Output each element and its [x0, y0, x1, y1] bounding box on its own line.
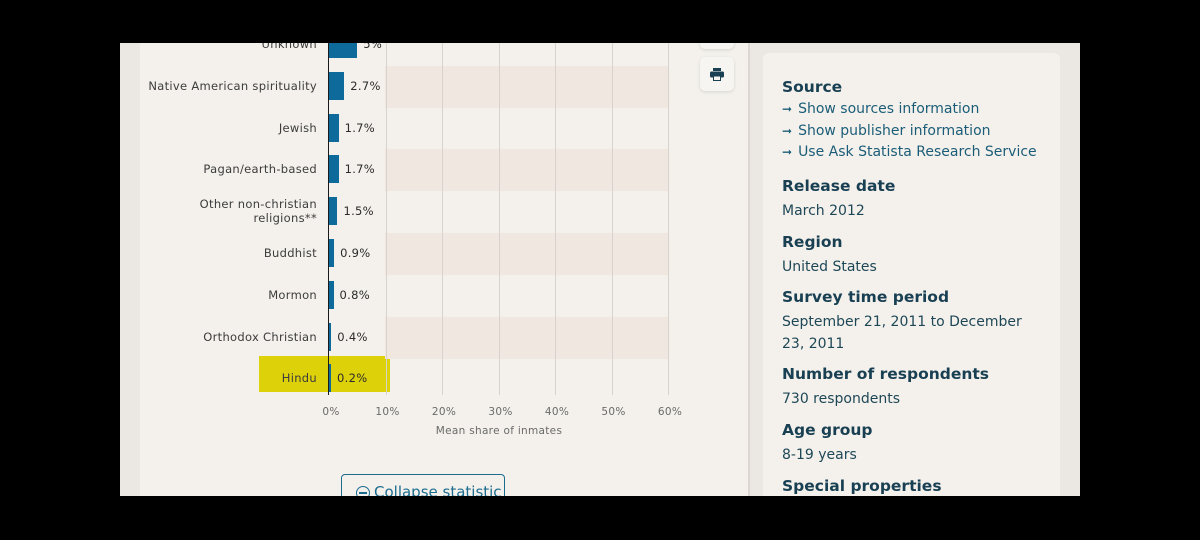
category-label: Orthodox Christian: [203, 329, 317, 344]
survey-period-value: September 21, 2011 to December 23, 2011: [782, 314, 1022, 352]
x-tick-label: 10%: [375, 406, 400, 418]
row-band: [385, 233, 669, 275]
arrow-right-icon: ➞: [782, 102, 793, 116]
region-value: United States: [782, 259, 877, 275]
grid-line: [668, 43, 669, 395]
printer-icon: [710, 67, 724, 81]
bar-chart: Mean share of inmates 0% 10% 20% 30% 40% 50% 6…: [120, 43, 1080, 496]
survey-period-section: Survey time period September 21, 2011 to…: [782, 287, 1032, 355]
value-label: 2.7%: [350, 78, 381, 93]
row-band: [385, 149, 669, 192]
special-properties-section: Special properties: [782, 476, 1042, 496]
age-group-value: 8-19 years: [782, 447, 857, 463]
survey-period-title: Survey time period: [782, 288, 950, 306]
category-label: Other non-christian religions**: [199, 197, 317, 226]
release-date-value: March 2012: [782, 203, 865, 219]
value-label: 1.5%: [343, 204, 374, 219]
bar-mormon[interactable]: [329, 280, 334, 309]
page: Mean share of inmates 0% 10% 20% 30% 40% 50% 6…: [120, 43, 1080, 496]
value-label: 1.7%: [344, 162, 376, 177]
category-label: Unknown: [261, 43, 317, 51]
age-group-title: Age group: [782, 421, 873, 439]
source-section: Source ➞ Show sources information ➞ Show p…: [782, 77, 1042, 164]
bar-jewish[interactable]: [329, 113, 339, 142]
x-tick-label: 0%: [322, 406, 340, 418]
x-tick-label: 20%: [431, 406, 457, 418]
info-panel: [763, 53, 1060, 496]
x-tick-label: 40%: [544, 406, 570, 418]
value-label: 0.4%: [337, 329, 368, 344]
arrow-right-icon: ➞: [782, 123, 793, 138]
value-label: 0.8%: [339, 287, 370, 302]
special-properties-title: Special properties: [782, 477, 942, 495]
category-label: Jewish: [278, 120, 317, 135]
show-sources-link[interactable]: ➞ Show sources information: [782, 99, 1042, 121]
highlight-marker: [259, 356, 390, 392]
release-date-title: Release date: [782, 177, 896, 195]
zero-axis: [328, 43, 329, 395]
show-sources-label: Show sources information: [798, 101, 980, 117]
bar-native-american-spirituality[interactable]: [329, 71, 345, 100]
value-label: 5%: [363, 43, 383, 51]
age-group-section: Age group 8-19 years: [782, 420, 1042, 466]
category-label: Native American spirituality: [148, 78, 317, 93]
ask-statista-label: Use Ask Statista Research Service: [798, 144, 1037, 160]
category-label: Pagan/earth-based: [203, 162, 317, 177]
bar-buddhist[interactable]: [329, 238, 335, 267]
bar-pagan-earth-based[interactable]: [329, 155, 339, 184]
bar-orthodox-christian[interactable]: [329, 322, 332, 351]
collapse-statistic-button[interactable]: Collapse statistic: [341, 474, 505, 496]
region-title: Region: [782, 233, 843, 251]
arrow-right-icon: ➞: [782, 145, 793, 159]
show-publisher-label: Show publisher information: [798, 122, 991, 139]
grid-line: [555, 43, 556, 395]
region-section: Region United States: [782, 232, 1042, 278]
bar-hindu[interactable]: [329, 364, 331, 393]
release-date-section: Release date March 2012: [782, 176, 1042, 222]
respondents-value: 730 respondents: [782, 391, 901, 407]
bar-other-non-christian-religions-[interactable]: [329, 197, 338, 226]
column-divider: [748, 43, 750, 496]
row-band: [385, 316, 669, 359]
category-label: Buddhist: [263, 245, 317, 260]
minus-circle-icon: [356, 486, 370, 496]
grid-line: [442, 43, 443, 395]
toolbar-button[interactable]: [700, 43, 734, 49]
respondents-title: Number of respondents: [782, 365, 990, 383]
grid-line: [385, 43, 387, 395]
show-publisher-link[interactable]: ➞ Show publisher information: [782, 121, 1042, 143]
x-tick-label: 50%: [601, 406, 626, 418]
grid-line: [611, 43, 613, 395]
value-label: 1.7%: [344, 120, 376, 135]
category-label: Mormon: [268, 287, 317, 302]
bar-unknown[interactable]: [329, 43, 358, 58]
print-button[interactable]: [700, 57, 734, 91]
ask-statista-link[interactable]: ➞ Use Ask Statista Research Service: [782, 142, 1042, 164]
row-band: [385, 65, 669, 108]
value-label: 0.9%: [340, 245, 371, 260]
collapse-statistic-label: Collapse statistic: [374, 483, 502, 496]
x-tick-label: 30%: [488, 406, 513, 418]
x-axis-title: Mean share of inmates: [435, 425, 563, 437]
value-label: 0.2%: [337, 371, 368, 386]
respondents-section: Number of respondents 730 respondents: [782, 364, 1042, 410]
grid-line: [498, 43, 500, 395]
x-tick-label: 60%: [657, 406, 683, 418]
category-label: Hindu: [281, 371, 317, 386]
source-title: Source: [782, 78, 843, 96]
